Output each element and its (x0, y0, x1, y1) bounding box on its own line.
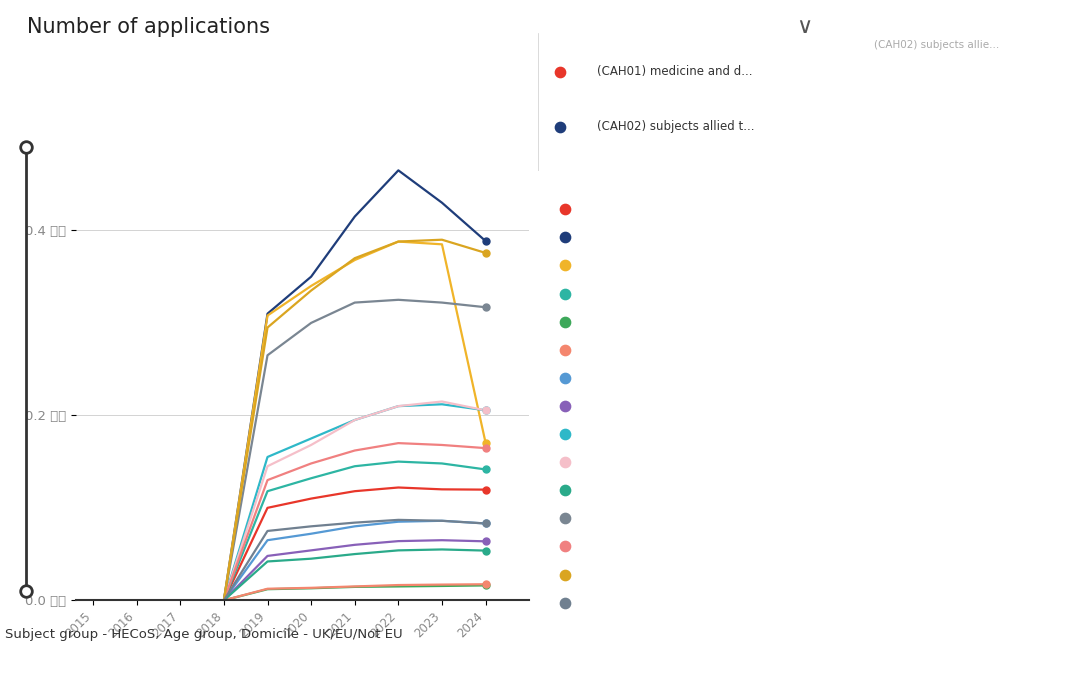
Text: (CAH01) medicine and d...: (CAH01) medicine and d... (597, 66, 753, 78)
Point (556, 260, 573, 271)
Text: 375,710: 375,710 (1024, 569, 1071, 580)
Text: (CAH04) psychology: (CAH04) psychology (597, 288, 699, 299)
Point (556, 316, 573, 327)
Point (556, 484, 573, 495)
Text: (CAH02) subjects allie...: (CAH02) subjects allie... (874, 40, 999, 50)
Point (477, 248, 495, 259)
Point (477, 405, 495, 416)
Point (477, 442, 495, 453)
Text: 83,070: 83,070 (1031, 598, 1071, 608)
Text: (CAH01) medicine and dentistry: (CAH01) medicine and dentistry (597, 204, 758, 215)
Point (477, 545, 495, 556)
Text: (CAH11) computing: (CAH11) computing (597, 457, 696, 467)
Text: Subject group - HECoS, Age group, Domicile - UK/EU/Not EU: Subject group - HECoS, Age group, Domici… (5, 628, 403, 641)
Text: (CAH02) subjects allied to medicine: (CAH02) subjects allied to medicine (597, 233, 777, 242)
Text: 2: 2 (565, 664, 572, 676)
Point (556, 597, 573, 608)
Text: 316,960: 316,960 (1025, 513, 1071, 523)
Text: 119,700: 119,700 (1024, 204, 1071, 215)
Text: 170,410: 170,410 (1024, 261, 1071, 270)
Point (556, 428, 573, 440)
Point (556, 373, 573, 384)
Point (556, 288, 573, 299)
Text: Number of applications: Number of applications (27, 17, 270, 37)
Text: ∨: ∨ (796, 17, 813, 37)
Point (556, 569, 573, 580)
Text: Subject group - HECoS: Subject group - HECoS (8, 664, 149, 676)
Text: 2024: 2024 (559, 180, 603, 195)
Text: 164,590: 164,590 (1024, 542, 1071, 551)
Text: (CAH17) business and management: (CAH17) business and management (597, 569, 778, 580)
Point (477, 235, 495, 246)
Text: 141,540: 141,540 (1024, 288, 1071, 299)
Text: 17,360: 17,360 (1031, 345, 1071, 355)
Point (477, 464, 495, 475)
Text: 53,760: 53,760 (1031, 485, 1071, 495)
Point (556, 400, 573, 411)
Text: 205,410: 205,410 (1024, 457, 1071, 467)
Text: 83,110: 83,110 (1031, 373, 1071, 383)
Point (477, 302, 495, 313)
Text: (CAH15) social sciences: (CAH15) social sciences (597, 513, 717, 523)
Text: (CAH13) architecture, building and planning: (CAH13) architecture, building and plann… (597, 485, 819, 495)
Text: (CAH06) agriculture, food and related studies: (CAH06) agriculture, food and related st… (597, 345, 825, 355)
Text: 63,770: 63,770 (1031, 401, 1071, 411)
Point (477, 518, 495, 529)
Point (477, 405, 495, 416)
Point (477, 437, 495, 448)
Text: (CAH02) subjects allied t...: (CAH02) subjects allied t... (597, 121, 755, 133)
Text: (CAH07) physical sciences: (CAH07) physical sciences (597, 373, 729, 383)
Text: 205,500: 205,500 (1024, 429, 1071, 439)
Text: (CAH16) law: (CAH16) law (597, 542, 660, 551)
Point (556, 457, 573, 468)
Point (477, 484, 495, 495)
Text: (CAH05) veterinary sciences: (CAH05) veterinary sciences (597, 317, 740, 326)
Point (477, 580, 495, 591)
Point (17, 141, 35, 152)
Point (477, 518, 495, 529)
Text: (CAH10) engineering and technology: (CAH10) engineering and technology (597, 429, 783, 439)
Point (551, 66, 568, 77)
Point (556, 541, 573, 552)
Point (551, 121, 568, 132)
Text: 16,110: 16,110 (1031, 317, 1071, 326)
Text: 388,570: 388,570 (1024, 233, 1071, 242)
Point (477, 536, 495, 547)
Point (477, 579, 495, 590)
Point (556, 232, 573, 243)
Point (556, 513, 573, 524)
Point (556, 344, 573, 355)
Text: (CAH19) language and area studies: (CAH19) language and area studies (597, 598, 775, 608)
Text: 2015: 2015 (510, 664, 542, 676)
Point (17, 586, 35, 597)
Text: (CAH03) biological and sport sciences: (CAH03) biological and sport sciences (597, 261, 786, 270)
Text: (CAH09) mathematical sciences: (CAH09) mathematical sciences (597, 401, 757, 411)
Point (556, 204, 573, 215)
